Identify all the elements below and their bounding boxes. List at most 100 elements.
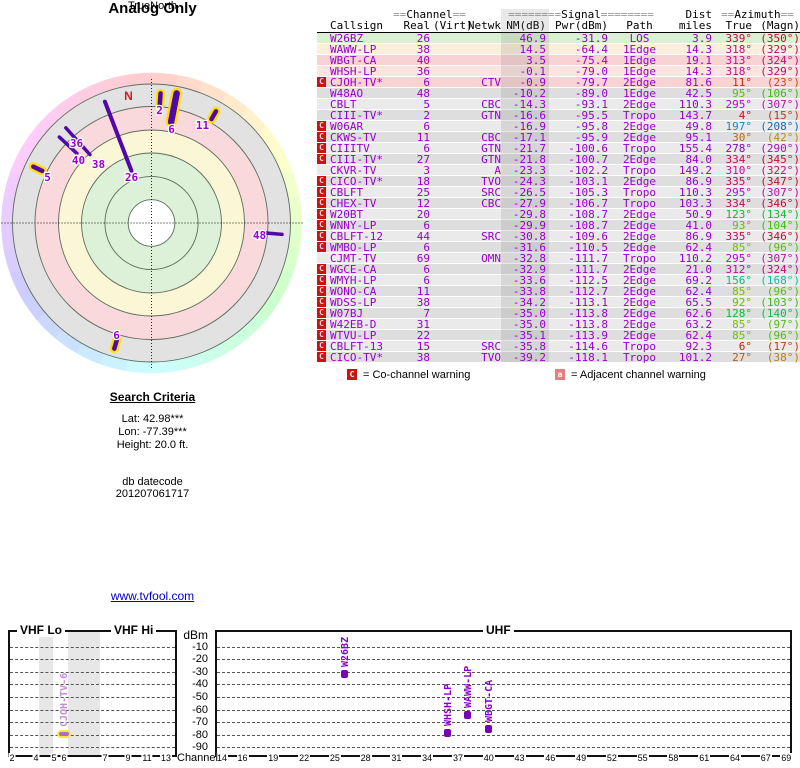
azimuth-true-cell: 156° <box>725 274 753 287</box>
path-cell: Tropo <box>622 252 657 265</box>
path-cell: 2Edge <box>622 329 657 342</box>
table-row: C WDSS-LP 38 -34.2 -113.1 2Edge 65.5 92° (103°) <box>317 297 800 308</box>
table-row: C CICO-TV* 38 TVO -39.2 -118.1 Tropo 101.2 27° (3… <box>317 352 800 363</box>
gridline <box>217 697 790 698</box>
network-cell: A <box>494 164 501 177</box>
table-row: C WMBO-LP 6 -31.6 -110.5 2Edge 62.4 85° (96°) <box>317 242 800 253</box>
azimuth-true-cell: 11° <box>732 76 752 89</box>
tvfool-link[interactable]: www.tvfool.com <box>110 589 195 603</box>
col-pwr: Pwr(dBm) <box>555 19 608 32</box>
real-channel-cell: 31 <box>416 318 430 331</box>
pwr-dbm-cell: -93.1 <box>574 98 608 111</box>
network-cell: TVO <box>481 351 501 364</box>
real-channel-cell: 22 <box>416 329 430 342</box>
real-channel-cell: 36 <box>416 65 430 78</box>
nm-db-cell: -17.1 <box>512 131 546 144</box>
azimuth-true-cell: 85° <box>732 241 752 254</box>
azimuth-magn-cell: (96°) <box>766 285 800 298</box>
channel-tick-label: 37 <box>451 753 464 763</box>
azimuth-magn-cell: (329°) <box>760 43 800 56</box>
table-row: C WONO-CA 11 -33.8 -112.7 2Edge 62.4 85° (96°) <box>317 286 800 297</box>
callsign-cell: CICO-TV* <box>330 175 383 188</box>
dist-miles-cell: 110.2 <box>678 252 712 265</box>
path-cell: 2Edge <box>622 263 657 276</box>
table-row: C CIII-TV* 27 GTN -21.8 -100.7 2Edge 84.0 334° (3… <box>317 154 800 165</box>
path-cell: 2Edge <box>622 307 657 320</box>
svg-text:N: N <box>124 89 133 103</box>
azimuth-magn-cell: (140°) <box>760 307 800 320</box>
azimuth-magn-cell: (208°) <box>760 120 800 133</box>
callsign-cell: CBLFT <box>330 186 364 199</box>
callsign-cell: CBLFT-12 <box>330 230 383 243</box>
gridline <box>10 747 175 748</box>
dist-miles-cell: 14.3 <box>685 65 713 78</box>
table-row: C CICO-TV* 18 TVO -24.3 -103.1 2Edge 86.9 335° (3… <box>317 176 800 187</box>
channel-axis-title: Channel <box>177 752 218 764</box>
station-callsign-label: W26BZ <box>340 636 352 668</box>
table-row: C WNNY-LP 6 -29.9 -108.7 2Edge 41.0 93° (104°) <box>317 220 800 231</box>
pwr-dbm-cell: -64.4 <box>574 43 608 56</box>
dist-miles-cell: 69.2 <box>685 274 713 287</box>
pwr-dbm-cell: -108.7 <box>568 219 608 232</box>
pwr-dbm-cell: -95.5 <box>574 109 608 122</box>
path-cell: 2Edge <box>622 230 657 243</box>
channel-tick-label: 28 <box>359 753 372 763</box>
station-signal-marker <box>443 729 451 738</box>
table-row: C WGCE-CA 6 -32.9 -111.7 2Edge 21.0 312° (324°) <box>317 264 800 275</box>
callsign-cell: CBLT <box>330 98 357 111</box>
network-cell: GTN <box>481 153 501 166</box>
db-datecode-label: db datecode <box>122 476 183 488</box>
azimuth-magn-cell: (322°) <box>760 164 800 177</box>
station-callsign-label: WBGT-CA <box>483 679 495 722</box>
real-channel-cell: 25 <box>416 186 430 199</box>
real-channel-cell: 5 <box>423 98 430 111</box>
table-rows: W26BZ 26 46.9 -31.9 LOS 3.9 339° (350°) WAWW-LP 3… <box>317 33 800 363</box>
dist-miles-cell: 65.5 <box>685 296 713 309</box>
svg-text:38: 38 <box>92 158 105 171</box>
table-row: CKVR-TV 3 A -23.3 -102.2 Tropo 149.2 310° (322°) <box>317 165 800 176</box>
col-true: True <box>725 19 753 32</box>
azimuth-magn-cell: (134°) <box>760 208 800 221</box>
azimuth-magn-cell: (346°) <box>760 230 800 243</box>
real-channel-cell: 27 <box>416 153 430 166</box>
dbm-tick-label: -60 <box>192 704 208 716</box>
col-netwk: Netwk <box>467 19 501 32</box>
real-channel-cell: 6 <box>423 241 430 254</box>
channel-tick-label: 31 <box>390 753 403 763</box>
table-column-headers: Callsign Real (Virt) Netwk NM(dB) Pwr(dB… <box>317 20 800 33</box>
path-cell: Tropo <box>622 142 657 155</box>
col-path: Path <box>626 19 653 32</box>
pwr-dbm-cell: -113.8 <box>568 307 608 320</box>
channel-tick-label: 25 <box>328 753 341 763</box>
uhf-label: UHF <box>483 623 514 637</box>
nm-db-cell: -16.9 <box>512 120 546 133</box>
real-channel-cell: 38 <box>416 351 430 364</box>
network-cell: CBC <box>481 197 501 210</box>
channel-tick-label: 34 <box>421 753 434 763</box>
path-cell: 1Edge <box>622 43 657 56</box>
channel-tick-label: 5 <box>50 753 58 763</box>
azimuth-magn-cell: (307°) <box>760 252 800 265</box>
real-channel-cell: 12 <box>416 197 430 210</box>
dbm-tick-label: -20 <box>192 653 208 665</box>
search-criteria-title: Search Criteria <box>109 390 196 404</box>
azimuth-magn-cell: (42°) <box>766 131 800 144</box>
svg-text:6: 6 <box>168 123 175 136</box>
table-row: C CBLFT-13 15 SRC -35.8 -114.6 Tropo 92.3 6° (17°… <box>317 341 800 352</box>
azimuth-true-cell: 85° <box>732 285 752 298</box>
gridline <box>10 672 175 673</box>
channel-tick-label: 13 <box>159 753 173 763</box>
path-cell: 2Edge <box>622 318 657 331</box>
pwr-dbm-cell: -102.2 <box>568 164 608 177</box>
dist-group-header: Dist <box>685 8 713 21</box>
nm-db-cell: -30.8 <box>512 230 546 243</box>
nm-db-cell: -35.0 <box>512 307 546 320</box>
station-signal-marker <box>464 711 472 720</box>
pwr-dbm-cell: -113.1 <box>568 296 608 309</box>
azimuth-magn-cell: (96°) <box>766 329 800 342</box>
pwr-dbm-cell: -112.5 <box>568 274 608 287</box>
pwr-dbm-cell: -111.7 <box>568 252 608 265</box>
azimuth-true-cell: 85° <box>732 329 752 342</box>
dist-miles-cell: 84.0 <box>685 153 713 166</box>
